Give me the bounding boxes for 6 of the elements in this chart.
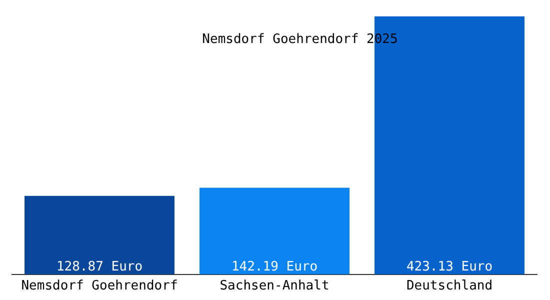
x-tick-label: Deutschland xyxy=(406,278,493,294)
x-tick-label: Nemsdorf Goehrendorf xyxy=(21,278,178,294)
data-label: 142.19 Euro xyxy=(231,259,318,274)
data-label: 423.13 Euro xyxy=(406,259,493,274)
x-tick-label: Sachsen-Anhalt xyxy=(220,278,330,294)
data-label: 128.87 Euro xyxy=(56,259,143,274)
